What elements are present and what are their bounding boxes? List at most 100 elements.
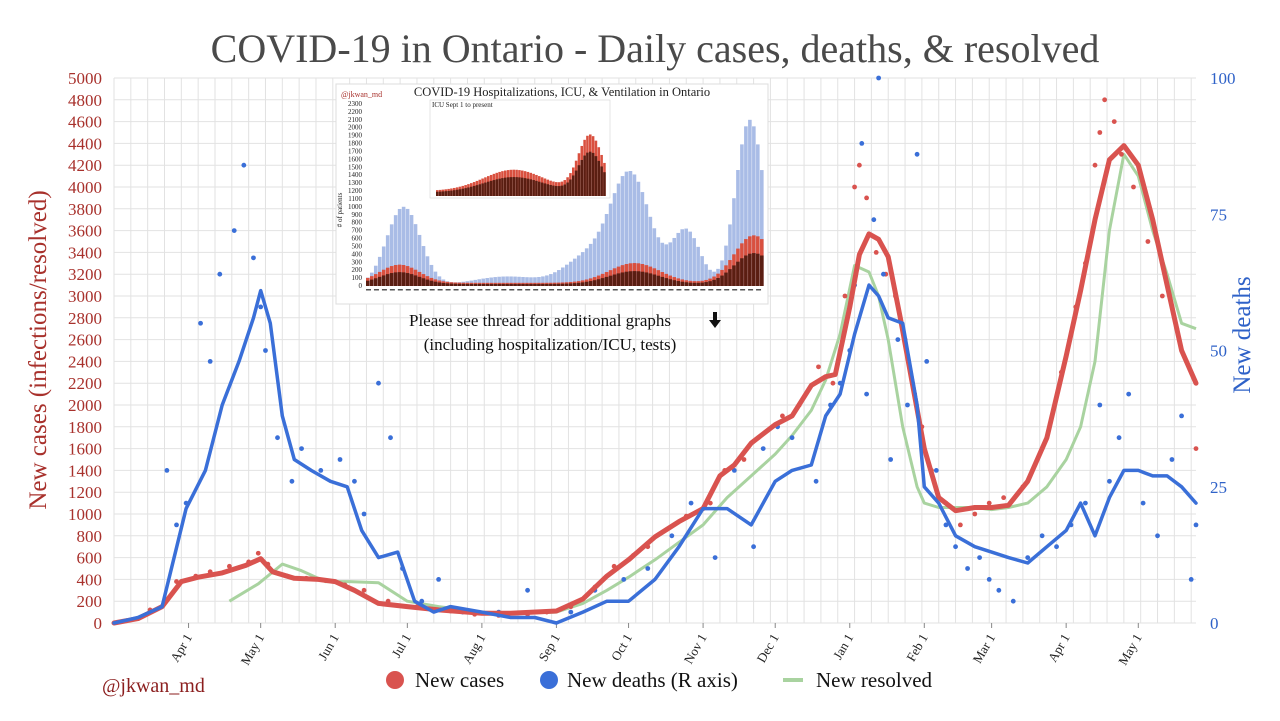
deaths-point bbox=[953, 544, 958, 550]
inset-vent-sub-bar bbox=[515, 177, 518, 196]
inset-vent-sub-bar bbox=[441, 191, 445, 196]
inset-hospital-bar bbox=[756, 144, 760, 286]
inset-vent-bar bbox=[453, 283, 458, 286]
inset-y-tick: 600 bbox=[352, 235, 363, 243]
left-tick-label: 4000 bbox=[68, 178, 102, 197]
left-tick-label: 2400 bbox=[68, 352, 102, 371]
inset-y-tick: 100 bbox=[352, 274, 363, 282]
inset-x-label-mark bbox=[405, 289, 411, 291]
inset-x-label-mark bbox=[644, 289, 650, 291]
inset-vent-bar bbox=[648, 273, 653, 286]
inset-vent-bar bbox=[401, 272, 406, 286]
deaths-point bbox=[337, 457, 343, 462]
x-tick-label: Aug 1 bbox=[459, 631, 488, 666]
inset-y-label: # of patients bbox=[336, 192, 344, 227]
inset-vent-sub-bar bbox=[594, 156, 598, 196]
inset-hospital-bar bbox=[393, 215, 398, 286]
inset-vent-bar bbox=[473, 283, 478, 286]
inset-hospital-bar bbox=[425, 256, 430, 286]
cases-point bbox=[957, 522, 963, 528]
inset-vent-bar bbox=[652, 274, 657, 286]
inset-hospital-bar bbox=[696, 246, 700, 286]
inset-y-tick: 1200 bbox=[348, 187, 363, 195]
inset-y-tick: 1000 bbox=[348, 203, 363, 211]
resolved-series bbox=[228, 152, 1197, 615]
inset-vent-bar bbox=[644, 272, 649, 286]
inset-vent-bar bbox=[688, 282, 692, 286]
inset-hospital-bar bbox=[505, 276, 509, 286]
left-tick-label: 400 bbox=[77, 570, 103, 589]
inset-hospital-bar bbox=[612, 193, 617, 286]
x-tick-label: Jun 1 bbox=[315, 631, 342, 663]
inset-vent-bar bbox=[553, 283, 557, 286]
left-tick-label: 1000 bbox=[68, 505, 102, 524]
inset-hospital-bar bbox=[565, 264, 569, 286]
deaths-point bbox=[1169, 457, 1175, 462]
inset-bars bbox=[366, 119, 764, 287]
inset-vent-sub-bar bbox=[458, 189, 462, 196]
inset-y-tick: 1700 bbox=[348, 147, 363, 155]
inset-vent-bar bbox=[549, 283, 553, 286]
deaths-point bbox=[376, 380, 381, 386]
inset-hospital-bar bbox=[684, 228, 688, 286]
inset-vent-bar bbox=[568, 283, 573, 286]
deaths-point bbox=[669, 533, 675, 539]
deaths-point bbox=[1054, 544, 1059, 550]
deaths-point bbox=[436, 577, 441, 582]
inset-vent-bar bbox=[724, 272, 728, 286]
deaths-point bbox=[1082, 500, 1088, 506]
left-tick-label: 1600 bbox=[68, 440, 102, 459]
inset-icu-bars bbox=[436, 134, 606, 196]
inset-vent-sub-bar bbox=[532, 180, 535, 196]
inset-hospital-bar bbox=[636, 181, 641, 286]
inset-hospital-bar bbox=[557, 270, 561, 286]
inset-vent-sub-bar bbox=[574, 170, 578, 196]
inset-hospital-bar bbox=[377, 256, 382, 286]
inset-vent-sub-bar bbox=[464, 188, 467, 196]
inset-vent-sub-bar bbox=[563, 184, 567, 196]
cases-point bbox=[1159, 293, 1165, 299]
deaths-point bbox=[352, 478, 357, 484]
inset-y-tick: 1400 bbox=[348, 171, 363, 179]
left-tick-label: 4600 bbox=[68, 113, 102, 132]
inset-vent-bar bbox=[517, 283, 521, 286]
inset-x-label-mark bbox=[604, 289, 610, 291]
inset-vent-bar bbox=[437, 282, 442, 286]
inset-y-tick: 1100 bbox=[348, 195, 362, 203]
inset-vent-bar bbox=[525, 283, 529, 286]
inset-vent-bar bbox=[413, 275, 418, 286]
inset-vent-bar bbox=[497, 283, 501, 286]
cases-point bbox=[1097, 130, 1103, 135]
cases-point bbox=[1119, 151, 1124, 157]
cases-point bbox=[1092, 162, 1098, 168]
inset-y-tick: 2200 bbox=[348, 108, 363, 116]
inset-hospital-bar bbox=[405, 208, 410, 286]
inset-hospital-bar bbox=[580, 252, 585, 286]
deaths-point bbox=[813, 478, 819, 484]
cases-point bbox=[1145, 239, 1151, 244]
left-tick-label: 3800 bbox=[68, 200, 102, 219]
inset-hospital-bar bbox=[553, 272, 557, 286]
inset-vent-sub-bar bbox=[472, 185, 476, 196]
inset-x-label-mark bbox=[724, 289, 730, 291]
inset-x-label-mark bbox=[485, 289, 491, 291]
inset-vent-sub-bar bbox=[555, 185, 558, 196]
x-tick-label: May 1 bbox=[237, 631, 267, 668]
inset-vent-sub-bar bbox=[492, 180, 496, 196]
cases-point bbox=[816, 364, 821, 370]
inset-vent-sub-bar bbox=[444, 191, 448, 196]
inset-vent-sub-bar bbox=[535, 180, 538, 196]
x-tick-label: Apr 1 bbox=[1045, 631, 1073, 664]
inset-x-label-mark bbox=[620, 289, 626, 291]
right-tick-label: 0 bbox=[1210, 614, 1219, 633]
inset-hospital-bar bbox=[620, 176, 625, 286]
cases-point bbox=[361, 587, 367, 593]
deaths-point bbox=[388, 435, 393, 441]
inset-x-label-mark bbox=[565, 289, 570, 291]
inset-x-label-mark bbox=[437, 289, 443, 291]
inset-vent-bar bbox=[676, 281, 681, 286]
inset-y-tick: 900 bbox=[352, 211, 363, 219]
inset-hospital-bar bbox=[421, 246, 426, 286]
inset-vent-sub-bar bbox=[498, 178, 501, 196]
inset-vent-sub-bar bbox=[560, 185, 564, 196]
